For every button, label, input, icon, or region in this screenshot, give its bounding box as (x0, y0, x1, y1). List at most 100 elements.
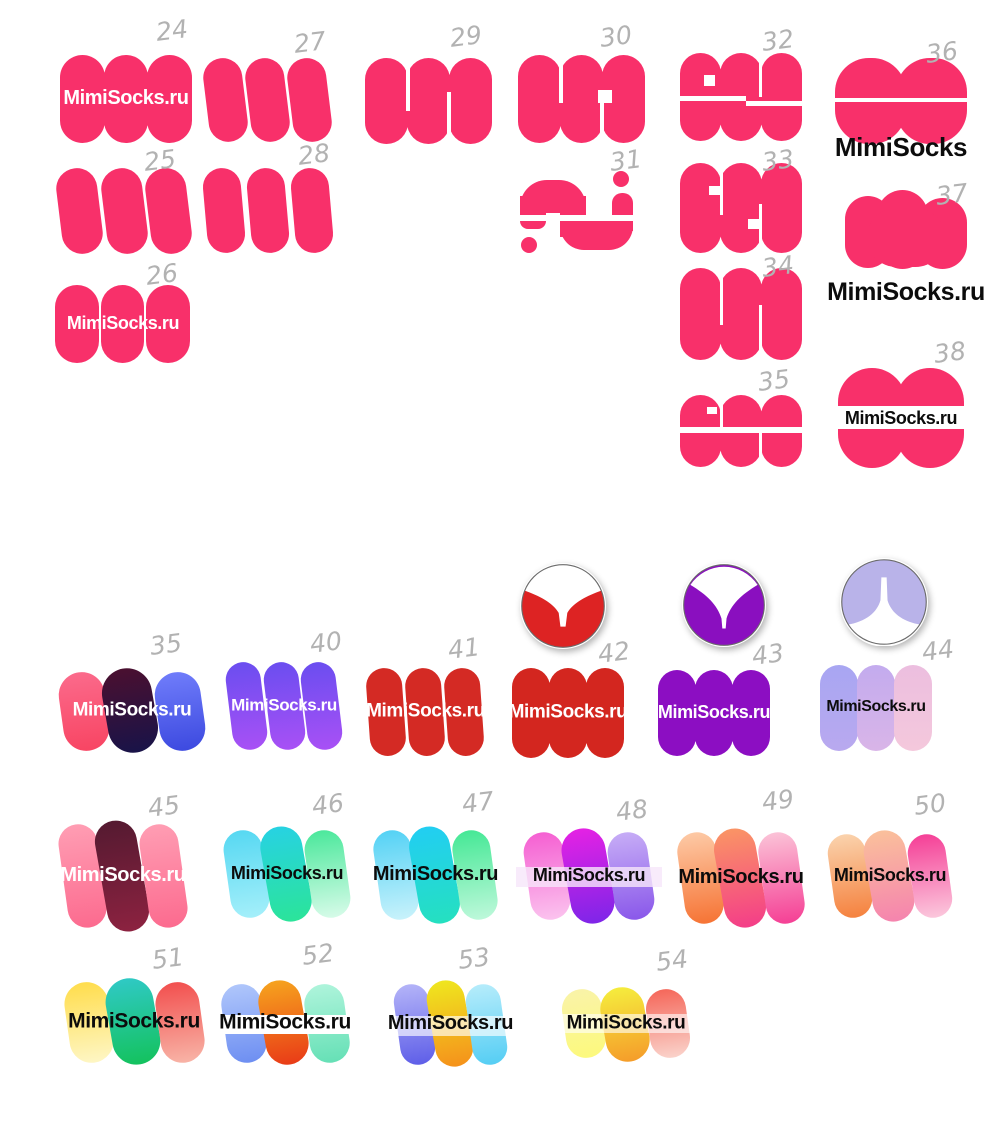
sketch-number: 32 (760, 24, 796, 57)
sketch-number: 38 (932, 336, 968, 369)
logo-sketch-33 (680, 163, 802, 253)
cutout (719, 268, 724, 326)
sock-shape (98, 165, 150, 257)
logo-sketch-43: MimiSocks.ru (658, 670, 771, 756)
sock-shape (893, 665, 932, 751)
sketch-number: 40 (308, 626, 344, 659)
sketch-number: 29 (448, 20, 484, 53)
sketch-number: 53 (456, 942, 492, 975)
text-band (515, 866, 663, 888)
cutout (598, 90, 612, 103)
sketch-number: 47 (460, 786, 496, 819)
sock-shape (103, 55, 149, 143)
brand-wordmark: MimiSocks.ru (508, 701, 628, 723)
sock-shape (288, 166, 334, 255)
sketch-number: 24 (154, 14, 190, 47)
sketch-number: 50 (912, 788, 948, 821)
sketch-number: 35 (756, 364, 792, 397)
text-band (557, 1013, 695, 1033)
logo-sketch-42: MimiSocks.ru (509, 668, 628, 758)
sock-shape (142, 165, 194, 257)
brand-wordmark: MimiSocks.ru (60, 864, 186, 886)
logo-sketch-32 (680, 53, 802, 141)
sketch-number: 41 (446, 632, 482, 665)
cutout (758, 432, 763, 467)
sock-shape (760, 268, 802, 360)
cutout (406, 58, 411, 112)
logo-sketch-51: MimiSocks.ru (61, 974, 207, 1070)
brand-wordmark: MimiSocks.ru (387, 1012, 514, 1034)
sketch-number: 30 (598, 20, 634, 53)
cutout (704, 75, 716, 86)
sketch-number: 46 (310, 788, 346, 821)
sock-shape (866, 208, 946, 268)
sock-shape (201, 166, 247, 255)
sock-shape (658, 670, 697, 756)
logo-sketch-44: MimiSocks.ru (820, 665, 932, 751)
logo-sketch-35: MimiSocks.ru (55, 664, 209, 758)
sketch-number: 25 (142, 144, 178, 177)
logo-sketch-36: MimiSocks (835, 58, 968, 160)
brand-wordmark: MimiSocks.ru (366, 700, 485, 722)
sketch-number: 45 (146, 790, 182, 823)
sketch-number: 31 (608, 144, 644, 177)
cutout (709, 185, 721, 196)
cutout (517, 214, 645, 222)
sock-shape (520, 196, 546, 230)
circle-mark-purple (682, 563, 766, 647)
sock-shape (680, 163, 722, 253)
brand-wordmark: MimiSocks.ru (66, 313, 180, 334)
logo-sketch-37: MimiSocks.ru (827, 190, 985, 305)
brand-wordmark: MimiSocks.ru (230, 863, 344, 884)
cutout (758, 53, 763, 97)
sketch-number: 37 (934, 178, 970, 211)
sock-shape (100, 285, 145, 363)
sketch-number: 43 (750, 638, 786, 671)
sock-shape (760, 53, 802, 141)
text-band (385, 1015, 516, 1036)
logo-sketch-31 (517, 165, 645, 257)
brand-wordmark: MimiSocks.ru (219, 1010, 351, 1034)
sketch-number: 27 (292, 26, 328, 59)
sock-shape (856, 665, 896, 751)
sock-shape (731, 670, 770, 756)
cutout (758, 203, 763, 253)
logo-sketch-52: MimiSocks.ru (215, 977, 355, 1069)
logo-sketch-54: MimiSocks.ru (557, 983, 695, 1065)
sketch-number: 52 (300, 938, 336, 971)
sock-shape (559, 55, 604, 143)
cutout (745, 101, 802, 106)
brand-wordmark: MimiSocks.ru (68, 1009, 200, 1033)
logo-sketch-47: MimiSocks.ru (370, 823, 501, 927)
logo-sketch-50: MimiSocks.ru (825, 827, 955, 925)
sock-shape (201, 55, 250, 145)
cutout (599, 102, 604, 143)
logo-sketch-40: MimiSocks.ru (223, 660, 345, 752)
sketch-number: 26 (144, 258, 180, 291)
sock-shape (760, 163, 802, 253)
circle-mark-lavender (840, 558, 928, 646)
sock-shape (720, 163, 762, 253)
sketch-number: 34 (760, 250, 796, 283)
cutout (719, 163, 724, 216)
sock-shape (146, 285, 190, 363)
sketch-number: 44 (920, 634, 956, 667)
sketch-number: 51 (150, 942, 186, 975)
text-band (680, 426, 802, 434)
logo-sketch-49: MimiSocks.ru (674, 825, 808, 931)
sock-shape (611, 192, 634, 232)
cutout (758, 304, 763, 360)
text-band (835, 98, 967, 102)
sketch-number: 54 (654, 944, 690, 977)
sock-shape (406, 58, 451, 144)
sock-shape (448, 58, 492, 144)
sock-shape (820, 665, 859, 751)
sock-dot (521, 236, 538, 253)
text-band (838, 406, 964, 429)
logo-sketch-27 (201, 55, 334, 145)
logo-sketch-34 (680, 268, 802, 360)
sock-shape (548, 668, 588, 758)
sock-shape (285, 55, 334, 145)
cutout (559, 55, 564, 104)
